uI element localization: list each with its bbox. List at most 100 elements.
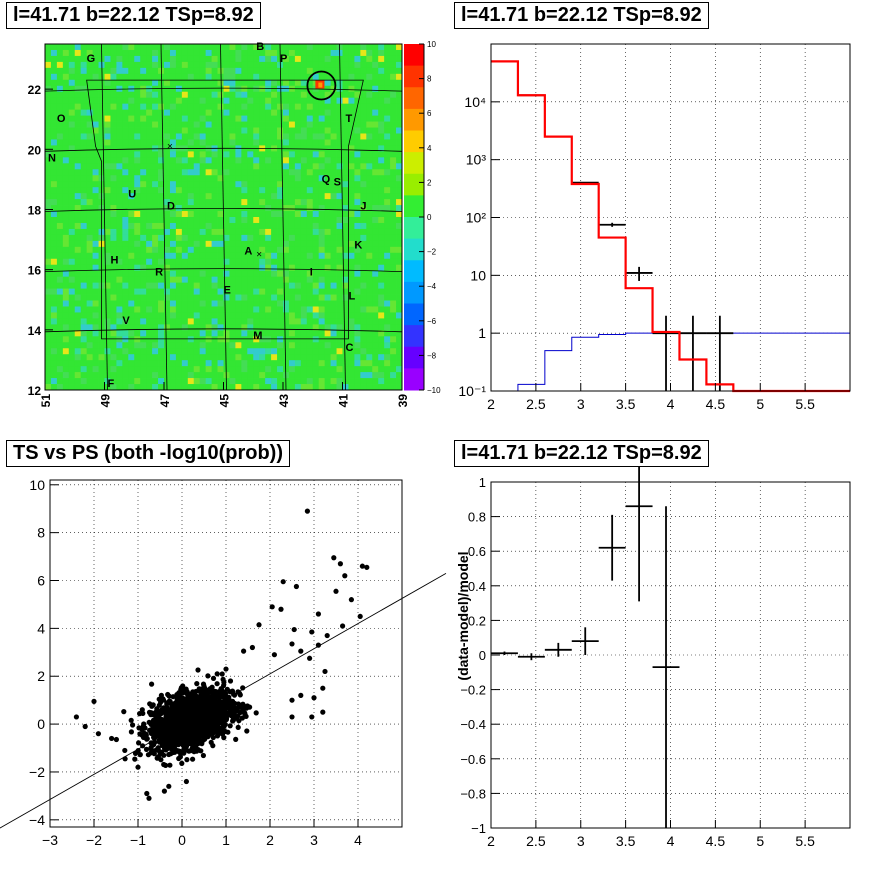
heatmap-cell (176, 133, 182, 139)
heatmap-cell (51, 56, 57, 62)
heatmap-cell (224, 62, 230, 68)
heatmap-cell (229, 348, 235, 354)
heatmap-cell (75, 366, 81, 372)
background-series (491, 333, 850, 391)
region-label: N (48, 152, 56, 164)
heatmap-cell (307, 372, 313, 378)
heatmap-cell (331, 62, 337, 68)
heatmap-cell (194, 74, 200, 80)
heatmap-cell (75, 145, 81, 151)
heatmap-cell (265, 163, 271, 169)
heatmap-cell (319, 336, 325, 342)
heatmap-cell (325, 104, 331, 110)
heatmap-cell (152, 354, 158, 360)
heatmap-cell (128, 205, 134, 211)
scatter-point (171, 694, 176, 699)
heatmap-cell (313, 151, 319, 157)
heatmap-cell (331, 247, 337, 253)
heatmap-cell (390, 151, 396, 157)
heatmap-cell (271, 372, 277, 378)
heatmap-cell (360, 139, 366, 145)
heatmap-cell (164, 312, 170, 318)
scatter-point (132, 757, 137, 762)
heatmap-cell (105, 116, 111, 122)
heatmap-cell (122, 74, 128, 80)
heatmap-cell (372, 253, 378, 259)
heatmap-cell (69, 44, 75, 50)
heatmap-cell (295, 223, 301, 229)
heatmap-cell (170, 44, 176, 50)
heatmap-cell (158, 289, 164, 295)
heatmap-cell (57, 139, 63, 145)
x-tick-label: 5 (756, 396, 764, 412)
heatmap-cell (319, 330, 325, 336)
heatmap-cell (259, 289, 265, 295)
heatmap-cell (116, 98, 122, 104)
heatmap-cell (372, 62, 378, 68)
heatmap-cell (348, 80, 354, 86)
heatmap-cell (146, 259, 152, 265)
heatmap-cell (134, 378, 140, 384)
heatmap-cell (110, 223, 116, 229)
heatmap-cell (313, 205, 319, 211)
heatmap-cell (360, 116, 366, 122)
heatmap-cell (99, 92, 105, 98)
heatmap-cell (87, 199, 93, 205)
heatmap-cell (331, 259, 337, 265)
heatmap-cell (212, 366, 218, 372)
heatmap-cell (337, 306, 343, 312)
heatmap-cell (152, 193, 158, 199)
heatmap-cell (348, 217, 354, 223)
heatmap-cell (152, 92, 158, 98)
heatmap-cell (206, 110, 212, 116)
heatmap-cell (265, 116, 271, 122)
heatmap-cell (212, 116, 218, 122)
heatmap-cell (277, 378, 283, 384)
heatmap-cell (93, 163, 99, 169)
heatmap-cell (229, 342, 235, 348)
heatmap-cell (140, 229, 146, 235)
heatmap-cell (235, 133, 241, 139)
heatmap-cell (283, 151, 289, 157)
heatmap-cell (152, 205, 158, 211)
heatmap-cell (259, 265, 265, 271)
heatmap-cell (283, 193, 289, 199)
heatmap-cell (176, 348, 182, 354)
heatmap-cell (200, 247, 206, 253)
heatmap-cell (229, 133, 235, 139)
heatmap-cell (354, 157, 360, 163)
heatmap-cell (307, 283, 313, 289)
heatmap-cell (253, 295, 259, 301)
heatmap-cell (271, 163, 277, 169)
heatmap-cell (378, 68, 384, 74)
heatmap-cell (69, 366, 75, 372)
scatter-point (244, 728, 249, 733)
heatmap-cell (194, 211, 200, 217)
heatmap-cell (384, 92, 390, 98)
heatmap-cell (194, 116, 200, 122)
heatmap-cell (194, 301, 200, 307)
heatmap-cell (307, 217, 313, 223)
heatmap-cell (360, 318, 366, 324)
heatmap-cell (105, 295, 111, 301)
heatmap-cell (224, 235, 230, 241)
heatmap-cell (259, 80, 265, 86)
heatmap-cell (259, 62, 265, 68)
heatmap-cell (140, 116, 146, 122)
heatmap-cell (313, 193, 319, 199)
heatmap-cell (283, 324, 289, 330)
heatmap-cell (229, 324, 235, 330)
heatmap-cell (247, 318, 253, 324)
heatmap-cell (87, 289, 93, 295)
heatmap-cell (325, 110, 331, 116)
heatmap-cell (277, 271, 283, 277)
heatmap-cell (110, 283, 116, 289)
heatmap-cell (271, 306, 277, 312)
heatmap-cell (247, 360, 253, 366)
heatmap-cell (253, 318, 259, 324)
heatmap-cell (75, 295, 81, 301)
heatmap-cell (93, 98, 99, 104)
region-label: H (110, 255, 118, 267)
heatmap-cell (140, 360, 146, 366)
